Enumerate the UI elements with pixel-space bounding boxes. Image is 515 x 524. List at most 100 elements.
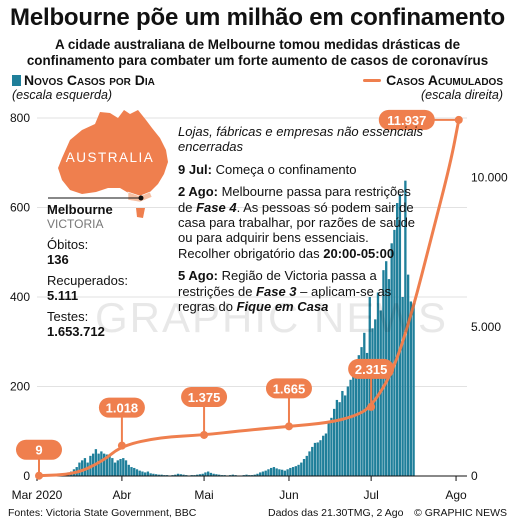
legend-daily-cases: Novos Casos por Dia (escala esquerda) xyxy=(12,72,155,102)
aug5-phase: Fase 3 xyxy=(256,283,297,299)
panel-state: VICTORIA xyxy=(47,217,104,231)
bar-day-115 xyxy=(352,373,355,476)
bar-day-96 xyxy=(300,462,303,476)
bar-day-94 xyxy=(294,466,297,476)
callout-4-pill xyxy=(378,109,435,130)
callout-0-label: 1.018 xyxy=(106,401,139,416)
annotation-aug2: 2 Ago: Melbourne passa para restrições d… xyxy=(178,184,424,261)
bar-day-97 xyxy=(302,458,306,476)
legend-daily-note: (escala esquerda) xyxy=(12,88,113,102)
bar-day-130 xyxy=(393,229,396,476)
subtitle-line-1: A cidade australiana de Melbourne tomou … xyxy=(54,37,461,52)
bar-day-37 xyxy=(138,470,141,476)
footer-credit: © GRAPHIC NEWS xyxy=(414,507,507,519)
annotation-intro: Lojas, fábricas e empresas não essenciai… xyxy=(178,124,423,155)
x-tick-label-2: Mai xyxy=(194,488,213,502)
bar-day-33 xyxy=(127,464,130,476)
bar-day-41 xyxy=(149,473,152,476)
callout-2: 1.665 xyxy=(265,378,312,399)
bar-day-119 xyxy=(363,332,366,476)
bar-swatch xyxy=(12,75,21,86)
bar-day-136 xyxy=(409,301,413,476)
y-left-tick-0: 0 xyxy=(23,469,30,483)
bar-day-87 xyxy=(275,468,278,476)
timeline-annotations: Lojas, fábricas e empresas não essenciai… xyxy=(178,124,424,321)
tasmania-shape xyxy=(136,208,145,218)
bar-day-101 xyxy=(313,442,317,476)
bar-day-42 xyxy=(152,473,155,476)
bar-day-76 xyxy=(245,474,248,476)
bar-day-92 xyxy=(289,467,292,476)
legend-cumulative-cases: Casos Acumulados (escala direita) xyxy=(363,72,503,102)
bar-day-62 xyxy=(207,471,210,476)
bar-day-131 xyxy=(395,203,399,476)
bar-day-15 xyxy=(78,462,81,476)
bar-day-103 xyxy=(319,440,322,476)
bar-day-32 xyxy=(124,460,128,476)
footer-date: Dados das 21.30TMG, 2 Ago xyxy=(268,507,404,519)
callout-3-label: 2.315 xyxy=(355,362,388,377)
bar-day-121 xyxy=(368,297,371,476)
annotation-aug5: 5 Ago: Região de Victoria passa a restri… xyxy=(178,268,424,314)
x-tick-label-4: Jul xyxy=(363,488,378,502)
x-tick-label-0: Mar 2020 xyxy=(12,488,63,502)
x-tick-label-1: Abr xyxy=(113,488,132,502)
callout-4: 11.937 xyxy=(378,109,435,130)
bar-day-22 xyxy=(97,453,100,476)
bar-day-108 xyxy=(333,408,336,476)
callout-first-dot xyxy=(35,471,43,480)
bar-day-86 xyxy=(272,467,276,476)
aug2-text-a: Melbourne passa para restrições de xyxy=(178,184,411,215)
bar-day-110 xyxy=(338,402,341,476)
bar-day-107 xyxy=(330,417,333,476)
y-right-tick-2: 10.000 xyxy=(471,171,508,185)
bar-day-64 xyxy=(212,473,215,476)
callout-first: 9 xyxy=(16,439,62,460)
callout-1-label: 1.375 xyxy=(188,390,221,405)
footer-sources: Fontes: Victoria State Government, BBC xyxy=(8,507,197,519)
bar-day-52 xyxy=(179,474,182,476)
bar-day-124 xyxy=(376,292,380,476)
bar-day-135 xyxy=(406,274,410,476)
aug5-rule: Fique em Casa xyxy=(236,299,329,315)
bar-day-30 xyxy=(119,458,122,476)
watermark: GRAPHIC NEWS xyxy=(95,294,449,341)
bar-day-109 xyxy=(335,399,339,476)
jul9-date: 9 Jul: xyxy=(178,161,212,177)
bar-day-117 xyxy=(357,355,360,476)
callout-0: 1.018 xyxy=(98,397,145,418)
bar-day-23 xyxy=(100,451,103,476)
bar-day-105 xyxy=(324,433,328,476)
bar-day-88 xyxy=(278,469,281,476)
x-tick-label-5: Ago xyxy=(445,488,467,502)
bar-day-95 xyxy=(297,464,300,476)
y-right-tick-0: 0 xyxy=(471,469,478,483)
deaths-value: 136 xyxy=(47,252,69,267)
bar-day-114 xyxy=(349,379,352,476)
bar-day-50 xyxy=(174,474,177,476)
callout-3-pill xyxy=(348,358,395,379)
bar-day-116 xyxy=(354,364,358,476)
bar-day-24 xyxy=(102,453,106,476)
bar-day-91 xyxy=(286,469,289,476)
callout-0-pill xyxy=(98,397,145,418)
bar-day-44 xyxy=(157,474,161,476)
bar-day-26 xyxy=(108,455,111,476)
melbourne-stats-panel: Melbourne VICTORIA Óbitos: 136 Recuperad… xyxy=(47,202,128,345)
bar-day-58 xyxy=(196,474,199,476)
callout-4-label: 11.937 xyxy=(387,113,426,128)
callout-3: 2.315 xyxy=(348,358,395,379)
bar-day-81 xyxy=(259,472,262,476)
panel-city: Melbourne xyxy=(47,202,113,217)
bar-day-16 xyxy=(81,460,84,476)
y-left-tick-2: 400 xyxy=(10,290,30,304)
map-label: AUSTRALIA xyxy=(66,150,155,165)
bar-day-113 xyxy=(346,386,350,476)
bar-day-29 xyxy=(116,460,119,476)
x-tick-label-3: Jun xyxy=(279,488,298,502)
australia-shape xyxy=(58,110,168,196)
callout-first-label: 9 xyxy=(35,443,42,458)
aug2-phase: Fase 4 xyxy=(196,199,237,215)
bar-day-35 xyxy=(133,467,136,476)
bar-day-89 xyxy=(280,469,284,476)
